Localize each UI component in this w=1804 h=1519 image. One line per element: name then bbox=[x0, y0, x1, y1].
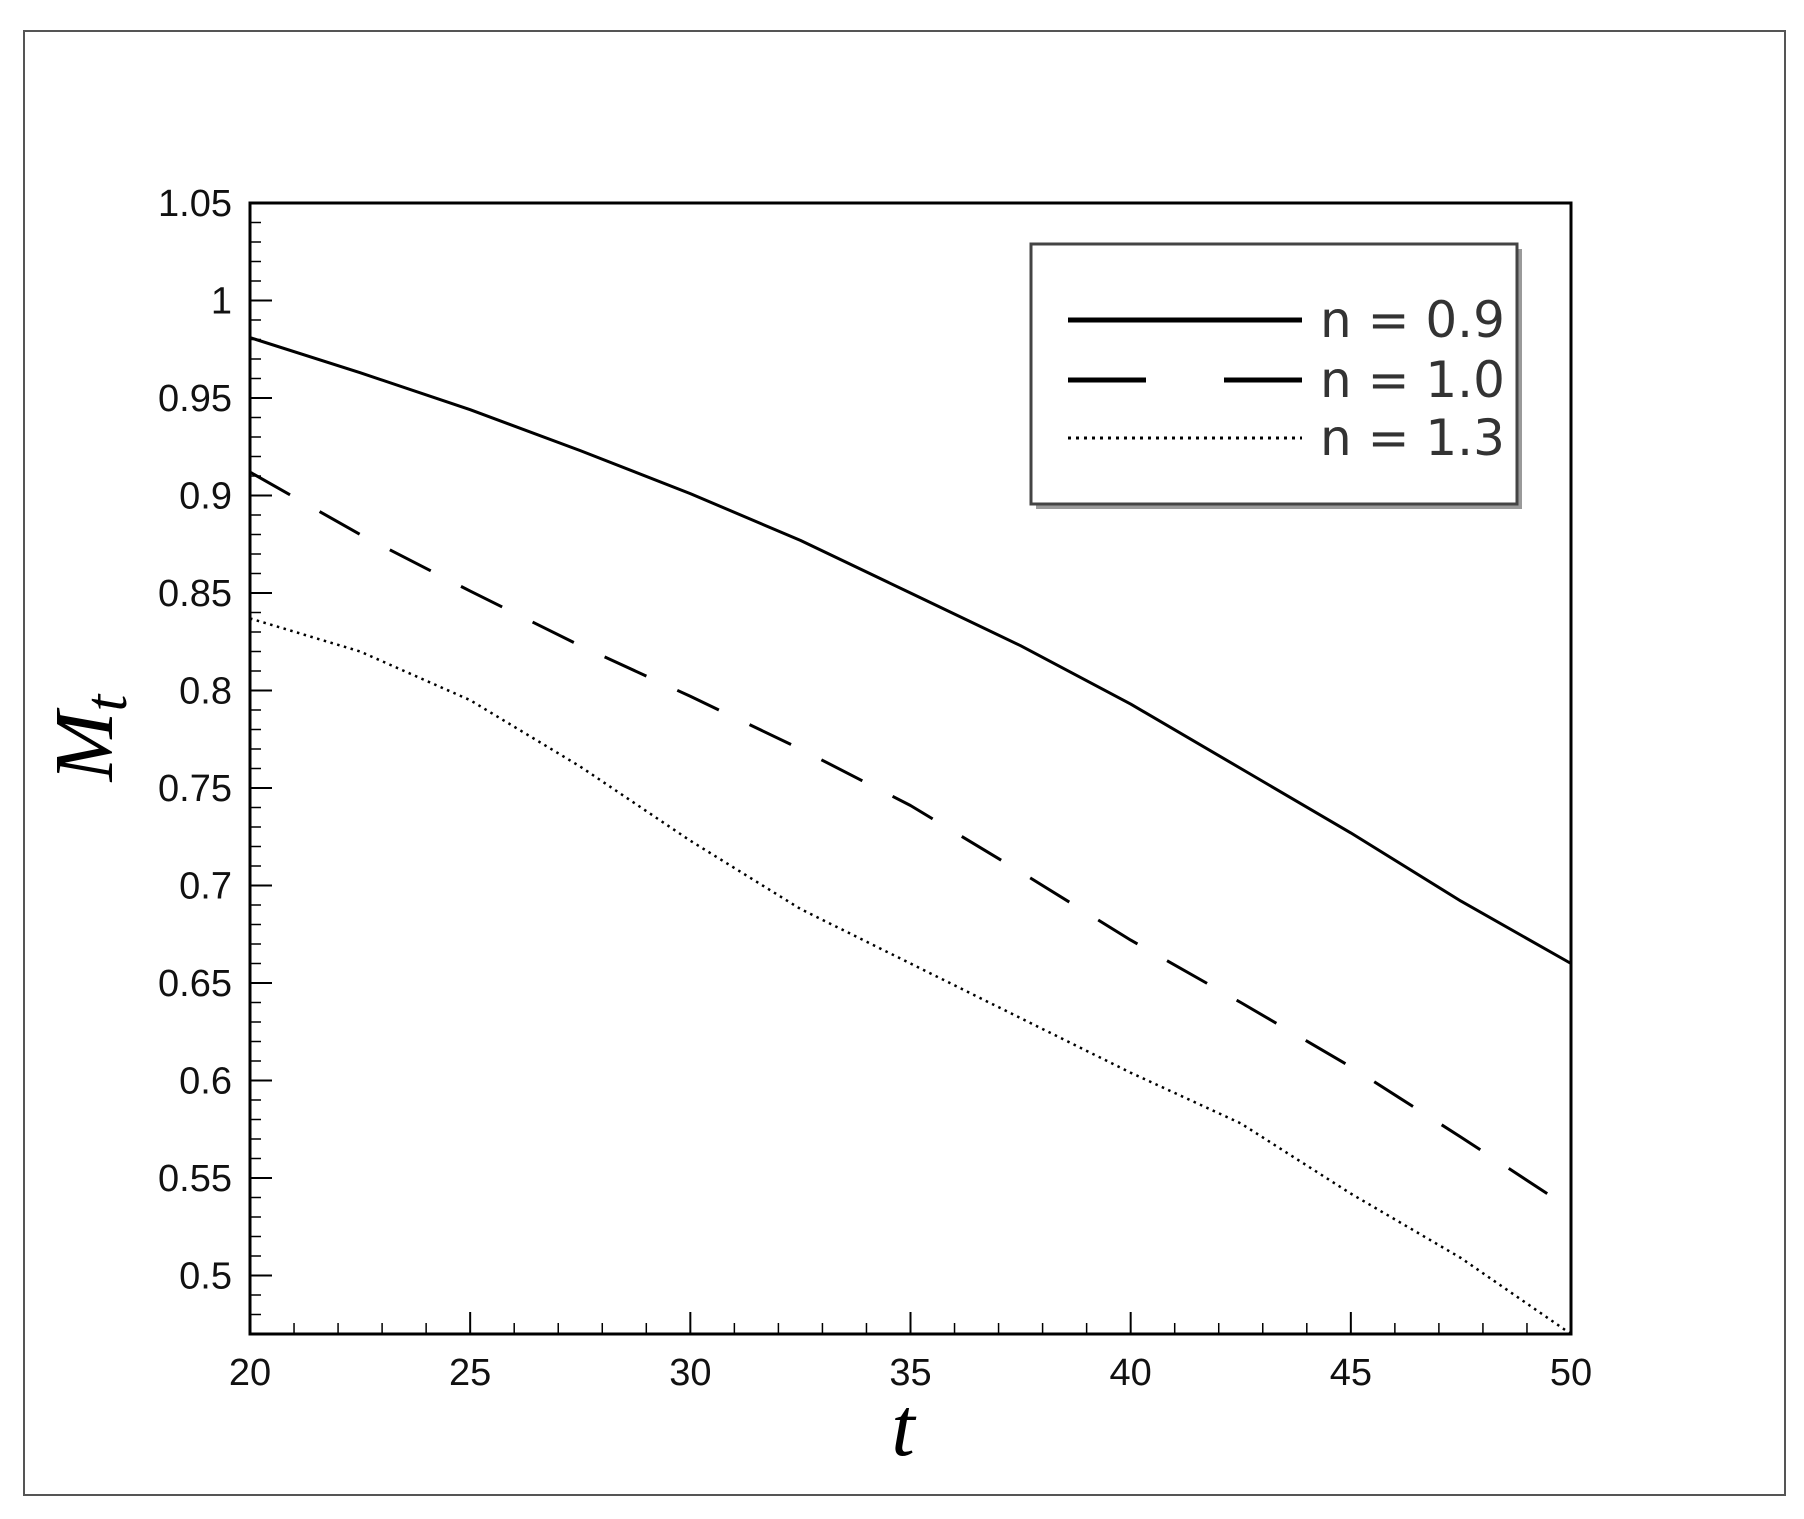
series-line-2 bbox=[249, 470, 1572, 1211]
y-tick-label: 0.75 bbox=[158, 768, 232, 810]
y-axis-title-subscript: t bbox=[73, 693, 139, 711]
x-tick-label: 25 bbox=[449, 1352, 491, 1394]
series-layer bbox=[249, 336, 1572, 1336]
series-line-3 bbox=[249, 617, 1572, 1336]
y-tick-label: 0.95 bbox=[158, 378, 232, 420]
x-tick-label: 45 bbox=[1330, 1352, 1372, 1394]
ticks-layer: 20 25 30 35 40 45 50 0.5 0.55 0.6 0.65 0.7 0.75 0.8 0.… bbox=[158, 183, 1592, 1394]
y-tick-label: 0.5 bbox=[179, 1256, 232, 1298]
y-tick-label: 1.05 bbox=[158, 183, 232, 225]
plot-area-border bbox=[248, 201, 1573, 1336]
legend-entries: n = 0.9n = 1.0n = 1.3 bbox=[1068, 291, 1505, 467]
series-line-1 bbox=[249, 336, 1572, 965]
legend-box bbox=[1029, 242, 1519, 506]
legend-label-2: n = 1.0 bbox=[1320, 351, 1505, 409]
y-tick-label: 0.6 bbox=[179, 1061, 232, 1103]
y-tick-label: 0.8 bbox=[179, 671, 232, 713]
x-tick-label: 30 bbox=[669, 1352, 711, 1394]
x-tick-label: 35 bbox=[889, 1352, 931, 1394]
y-tick-label: 0.7 bbox=[179, 866, 232, 908]
y-tick-label: 1 bbox=[211, 281, 232, 323]
x-tick-label: 20 bbox=[229, 1352, 271, 1394]
legend-label-1: n = 0.9 bbox=[1320, 291, 1505, 349]
y-tick-label: 0.55 bbox=[158, 1158, 232, 1200]
y-tick-label: 0.9 bbox=[179, 476, 232, 518]
y-axis-title: Mt bbox=[38, 693, 139, 782]
legend: n = 0.9n = 1.0n = 1.3 bbox=[1029, 242, 1522, 509]
legend-label-3: n = 1.3 bbox=[1320, 409, 1505, 467]
y-axis-title-base: M bbox=[38, 707, 131, 782]
y-tick-label: 0.85 bbox=[158, 573, 232, 615]
x-tick-label: 40 bbox=[1110, 1352, 1152, 1394]
x-axis-title: t bbox=[891, 1381, 917, 1474]
y-tick-label: 0.65 bbox=[158, 963, 232, 1005]
x-tick-label: 50 bbox=[1550, 1352, 1592, 1394]
